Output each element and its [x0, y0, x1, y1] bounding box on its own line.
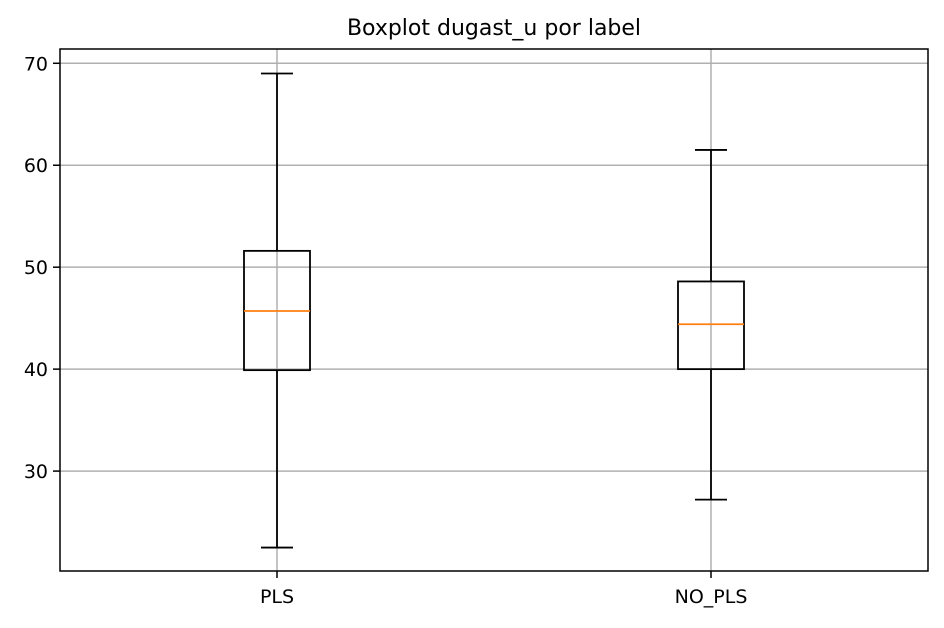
y-tick-label: 40: [24, 359, 48, 381]
y-tick-label: 70: [24, 53, 48, 75]
x-tick-label: PLS: [260, 586, 294, 608]
box-no-pls: [677, 149, 745, 501]
plot-frame: [59, 48, 929, 572]
axis-ticks: 30 40 50 60 70 PLS NO_PLS: [24, 53, 748, 608]
y-tick-label: 50: [24, 257, 48, 279]
y-tick-label: 30: [24, 461, 48, 483]
iqr-box: [677, 280, 745, 371]
boxes: [243, 72, 745, 549]
y-tick-label: 60: [24, 155, 48, 177]
grid-lines: [60, 49, 928, 571]
x-tick-label: NO_PLS: [675, 586, 748, 608]
chart-title: Boxplot dugast_u por label: [347, 16, 641, 41]
box-pls: [243, 72, 311, 549]
